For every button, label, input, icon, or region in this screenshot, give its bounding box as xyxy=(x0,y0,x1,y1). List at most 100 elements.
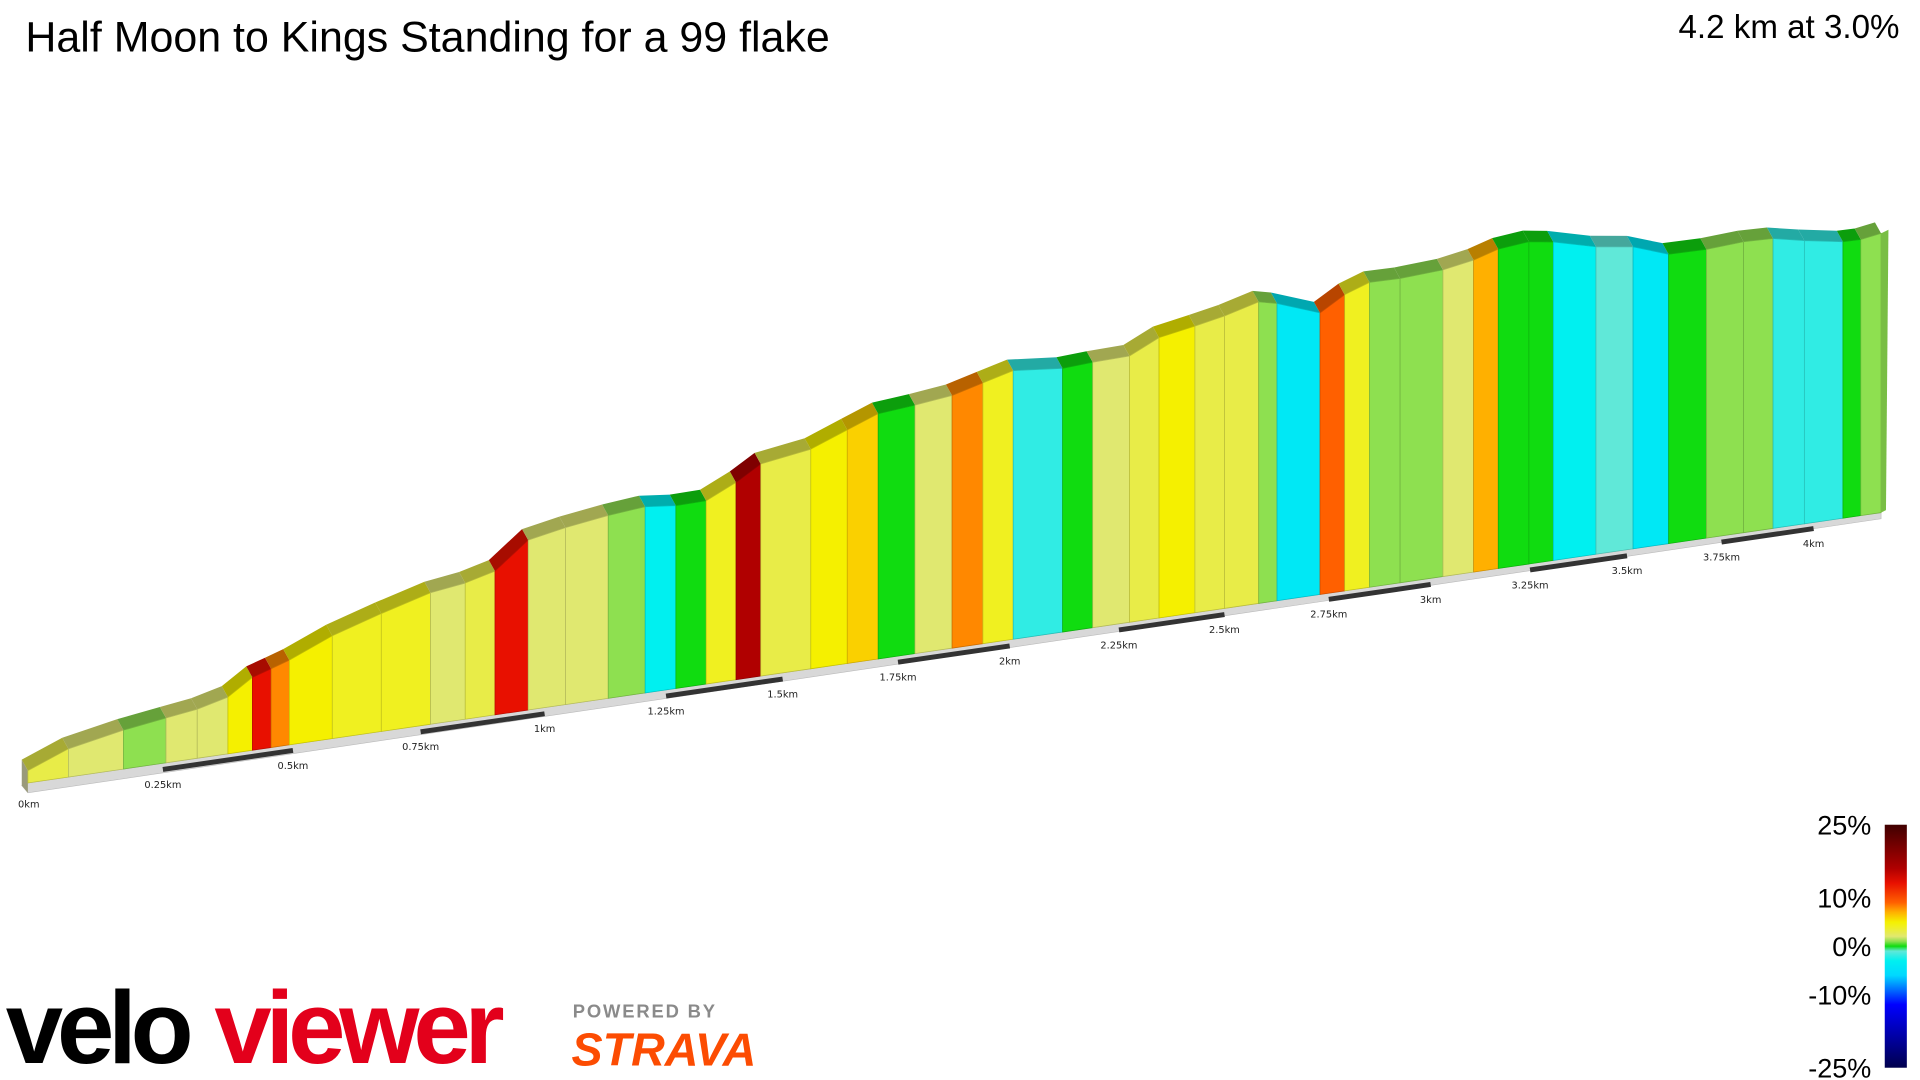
legend-label: 10% xyxy=(1817,883,1871,913)
segment-top xyxy=(488,529,529,572)
strava-wordmark: STRAVA xyxy=(572,1023,757,1075)
segment-top xyxy=(1589,235,1634,247)
segment-top xyxy=(1313,283,1345,313)
x-tick-label: 0.5km xyxy=(278,761,309,772)
segment-top xyxy=(221,666,253,698)
distance-bar xyxy=(1529,553,1628,573)
gradient-segment xyxy=(165,708,198,764)
legend-label: 25% xyxy=(1817,811,1871,841)
x-tick-label: 2km xyxy=(999,656,1020,667)
distance-axis: 0km 0.25km 0.5km 0.75km 1km 1.25km 1.5km 1.75km… xyxy=(18,526,1824,811)
gradient-segment xyxy=(1158,325,1196,619)
powered-by-label: POWERED BY xyxy=(573,1000,717,1021)
gradient-segment xyxy=(331,613,382,740)
legend-label: -10% xyxy=(1808,981,1871,1011)
segment-top xyxy=(283,624,333,661)
gradient-segment xyxy=(270,659,290,748)
x-tick-label: 2.75km xyxy=(1310,610,1347,621)
gradient-segment xyxy=(607,506,646,699)
segment-top xyxy=(1700,230,1744,250)
gradient-segment xyxy=(1062,361,1094,633)
segment-top xyxy=(559,504,609,528)
segment-top xyxy=(669,489,707,506)
gradient-segment xyxy=(644,505,677,694)
distance-bar xyxy=(1118,612,1225,633)
gradient-segment xyxy=(1632,246,1669,550)
gradient-segment xyxy=(877,404,916,660)
gradient-segment xyxy=(252,668,272,751)
segment-top xyxy=(1086,344,1130,363)
gradient-segment xyxy=(430,582,466,725)
x-tick-label: 1km xyxy=(534,724,555,735)
gradient-segment xyxy=(735,463,762,681)
segment-top xyxy=(1123,326,1160,357)
gradient-segment xyxy=(1092,355,1130,629)
legend-label: 0% xyxy=(1832,932,1871,962)
segment-top xyxy=(522,516,566,541)
x-tick-label: 2.25km xyxy=(1100,640,1137,651)
logo-velo: velo xyxy=(6,970,190,1080)
x-tick-label: 0.75km xyxy=(402,742,439,753)
distance-bar xyxy=(1328,582,1432,602)
gradient-segment xyxy=(1803,240,1844,525)
gradient-segment xyxy=(1224,301,1260,609)
gradient-segment xyxy=(1497,241,1530,569)
segment-top xyxy=(264,649,290,669)
gradient-segment xyxy=(1194,315,1225,614)
distance-bar xyxy=(665,676,784,699)
gradient-segment xyxy=(914,395,953,654)
segment-top xyxy=(945,371,983,396)
gradient-segment xyxy=(1369,278,1401,588)
profile-top-surface xyxy=(21,222,1882,771)
segment-top xyxy=(1152,315,1195,338)
x-tick-label: 0.25km xyxy=(144,780,181,791)
gradient-segment xyxy=(1399,269,1444,584)
page-title: Half Moon to Kings Standing for a 99 fla… xyxy=(25,14,829,62)
x-tick-label: 3km xyxy=(1420,595,1441,606)
x-tick-label: 1.75km xyxy=(880,673,917,684)
gradient-segment xyxy=(982,370,1014,645)
segment-top xyxy=(1492,230,1529,250)
gradient-segment xyxy=(1276,303,1321,602)
gradient-segment xyxy=(565,515,609,705)
segment-top xyxy=(1218,290,1259,317)
segment-top xyxy=(872,394,915,414)
gradient-segment xyxy=(1344,281,1370,592)
segment-top xyxy=(1836,228,1861,242)
climb-summary: 4.2 km at 3.0% xyxy=(1679,9,1900,46)
gradient-segment xyxy=(760,448,812,677)
gradient-segment xyxy=(1595,246,1634,555)
distance-bar xyxy=(420,711,545,735)
x-tick-label: 1.25km xyxy=(648,706,685,717)
segment-top xyxy=(21,737,69,771)
gradient-segment xyxy=(1129,337,1160,623)
gradient-segment xyxy=(675,500,707,689)
gradient-segment xyxy=(1319,293,1346,595)
gradient-segment xyxy=(1552,241,1597,561)
gradient-segment xyxy=(1772,238,1805,529)
segment-top xyxy=(424,572,466,593)
gradient-segment xyxy=(705,481,737,685)
logo-viewer: viewer xyxy=(214,970,503,1080)
segment-top xyxy=(1007,357,1063,371)
distance-bar xyxy=(897,643,1011,665)
x-tick-label: 3.75km xyxy=(1703,552,1740,563)
gradient-segment xyxy=(1743,238,1774,534)
segment-top xyxy=(1547,230,1596,247)
segment-top xyxy=(1798,229,1843,242)
segment-top xyxy=(459,560,495,584)
gradient-segment xyxy=(810,429,848,670)
gradient-segment xyxy=(1442,259,1474,577)
strava-logo: POWERED BY STRAVA xyxy=(572,1000,757,1075)
gradient-segment xyxy=(1258,301,1278,604)
veloviewer-logo: velo viewer xyxy=(6,970,510,1080)
segment-top xyxy=(908,384,953,406)
segment-top xyxy=(1522,230,1554,242)
gradient-segment xyxy=(1668,248,1707,545)
segment-top xyxy=(1270,292,1321,313)
segment-top xyxy=(117,707,167,731)
segment-top xyxy=(841,402,879,430)
end-face xyxy=(1881,229,1889,513)
segment-top xyxy=(1662,238,1707,255)
